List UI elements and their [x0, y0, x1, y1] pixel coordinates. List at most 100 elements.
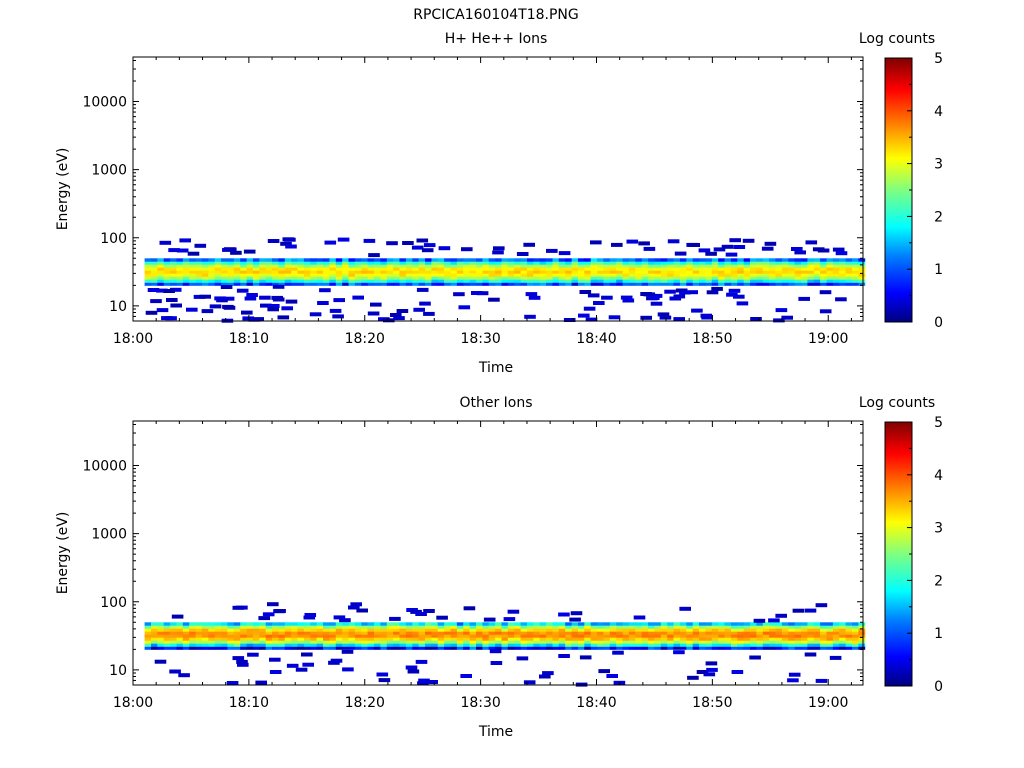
spectrogram-cell	[590, 646, 598, 650]
spectrogram-cell	[692, 282, 700, 286]
spectrogram-cell	[648, 282, 655, 286]
spectrogram-cell	[208, 628, 216, 632]
spectrogram-sparse-cell	[608, 315, 621, 320]
spectrogram-cell	[303, 261, 311, 265]
spectrogram-cell	[597, 273, 604, 277]
spectrogram-cell	[622, 634, 630, 638]
spectrogram-cell	[208, 631, 216, 635]
spectrogram-sparse-cell	[764, 241, 777, 246]
spectrogram-cell	[527, 625, 534, 629]
spectrogram-cell	[852, 264, 859, 268]
spectrogram-sparse-cell	[370, 302, 382, 307]
spectrogram-cell	[476, 282, 483, 286]
spectrogram-cell	[692, 634, 700, 638]
spectrogram-cell	[622, 258, 630, 262]
spectrogram-cell	[412, 631, 420, 635]
spectrogram-sparse-cell	[787, 678, 799, 683]
spectrogram-sparse-cell	[583, 306, 596, 311]
spectrogram-cell	[590, 279, 598, 283]
spectrogram-cell	[380, 622, 388, 626]
spectrogram-cell	[813, 643, 821, 647]
spectrogram-cell	[641, 637, 649, 641]
spectrogram-cell	[456, 279, 464, 283]
spectrogram-cell	[189, 273, 196, 277]
spectrogram-cell	[673, 622, 681, 626]
spectrogram-cell	[673, 646, 681, 650]
spectrogram-cell	[743, 634, 751, 638]
spectrogram-cell	[335, 622, 343, 626]
y-tick-label: 10	[109, 299, 127, 315]
spectrogram-cell	[641, 640, 649, 644]
spectrogram-cell	[342, 264, 349, 268]
spectrogram-cell	[482, 258, 490, 262]
spectrogram-cell	[412, 273, 420, 277]
spectrogram-sparse-cell	[259, 295, 271, 300]
spectrogram-cell	[539, 640, 547, 644]
spectrogram-sparse-cell	[410, 609, 422, 614]
spectrogram-cell	[565, 264, 572, 268]
spectrogram-cell	[246, 631, 254, 635]
spectrogram-cell	[654, 637, 662, 641]
spectrogram-cell	[456, 631, 464, 635]
spectrogram-cell	[208, 258, 216, 262]
spectrogram-sparse-cell	[633, 615, 646, 620]
spectrogram-cell	[252, 640, 260, 644]
spectrogram-cell	[265, 276, 273, 280]
spectrogram-cell	[361, 640, 369, 644]
spectrogram-cell	[163, 640, 171, 644]
spectrogram-sparse-cell	[703, 672, 716, 677]
spectrogram-cell	[170, 634, 177, 638]
spectrogram-cell	[820, 643, 827, 647]
spectrogram-cell	[520, 628, 528, 632]
spectrogram-cell	[265, 637, 273, 641]
spectrogram-cell	[348, 634, 356, 638]
spectrogram-cell	[546, 279, 553, 283]
spectrogram-cell	[163, 273, 171, 277]
spectrogram-cell	[482, 646, 490, 650]
spectrogram-cell	[628, 637, 636, 641]
spectrogram-cell	[189, 279, 196, 283]
spectrogram-cell	[482, 267, 490, 271]
spectrogram-cell	[374, 282, 381, 286]
spectrogram-cell	[813, 270, 821, 274]
spectrogram-cell	[233, 646, 241, 650]
spectrogram-cell	[514, 628, 521, 632]
spectrogram-cell	[839, 622, 846, 626]
spectrogram-cell	[654, 646, 662, 650]
spectrogram-cell	[291, 640, 298, 644]
spectrogram-cell	[667, 276, 674, 280]
spectrogram-cell	[323, 628, 330, 632]
spectrogram-cell	[730, 640, 738, 644]
spectrogram-sparse-cell	[819, 309, 832, 314]
spectrogram-cell	[781, 261, 789, 265]
spectrogram-cell	[329, 628, 337, 632]
spectrogram-cell	[425, 631, 432, 635]
spectrogram-cell	[737, 270, 745, 274]
spectrogram-cell	[705, 646, 713, 650]
spectrogram-cell	[240, 625, 247, 629]
spectrogram-cell	[272, 625, 279, 629]
spectrogram-cell	[437, 643, 445, 647]
spectrogram-cell	[412, 640, 420, 644]
spectrogram-cell	[801, 625, 808, 629]
spectrogram-cell	[425, 640, 432, 644]
spectrogram-cell	[686, 622, 694, 626]
spectrogram-cell	[635, 258, 643, 262]
spectrogram-sparse-cell	[415, 612, 427, 616]
spectrogram-cell	[444, 273, 451, 277]
spectrogram-cell	[641, 276, 649, 280]
spectrogram-cell	[622, 279, 630, 283]
spectrogram-cell	[769, 625, 776, 629]
spectrogram-cell	[852, 282, 859, 286]
spectrogram-cell	[303, 282, 311, 286]
spectrogram-cell	[724, 282, 732, 286]
spectrogram-cell	[546, 646, 553, 650]
spectrogram-sparse-cell	[415, 659, 428, 664]
spectrogram-sparse-cell	[262, 612, 275, 617]
spectrogram-cell	[450, 270, 458, 274]
spectrogram-sparse-cell	[194, 243, 207, 248]
spectrogram-sparse-cell	[337, 237, 350, 242]
spectrogram-cell	[852, 634, 859, 638]
spectrogram-cell	[769, 634, 776, 638]
spectrogram-cell	[507, 276, 515, 280]
